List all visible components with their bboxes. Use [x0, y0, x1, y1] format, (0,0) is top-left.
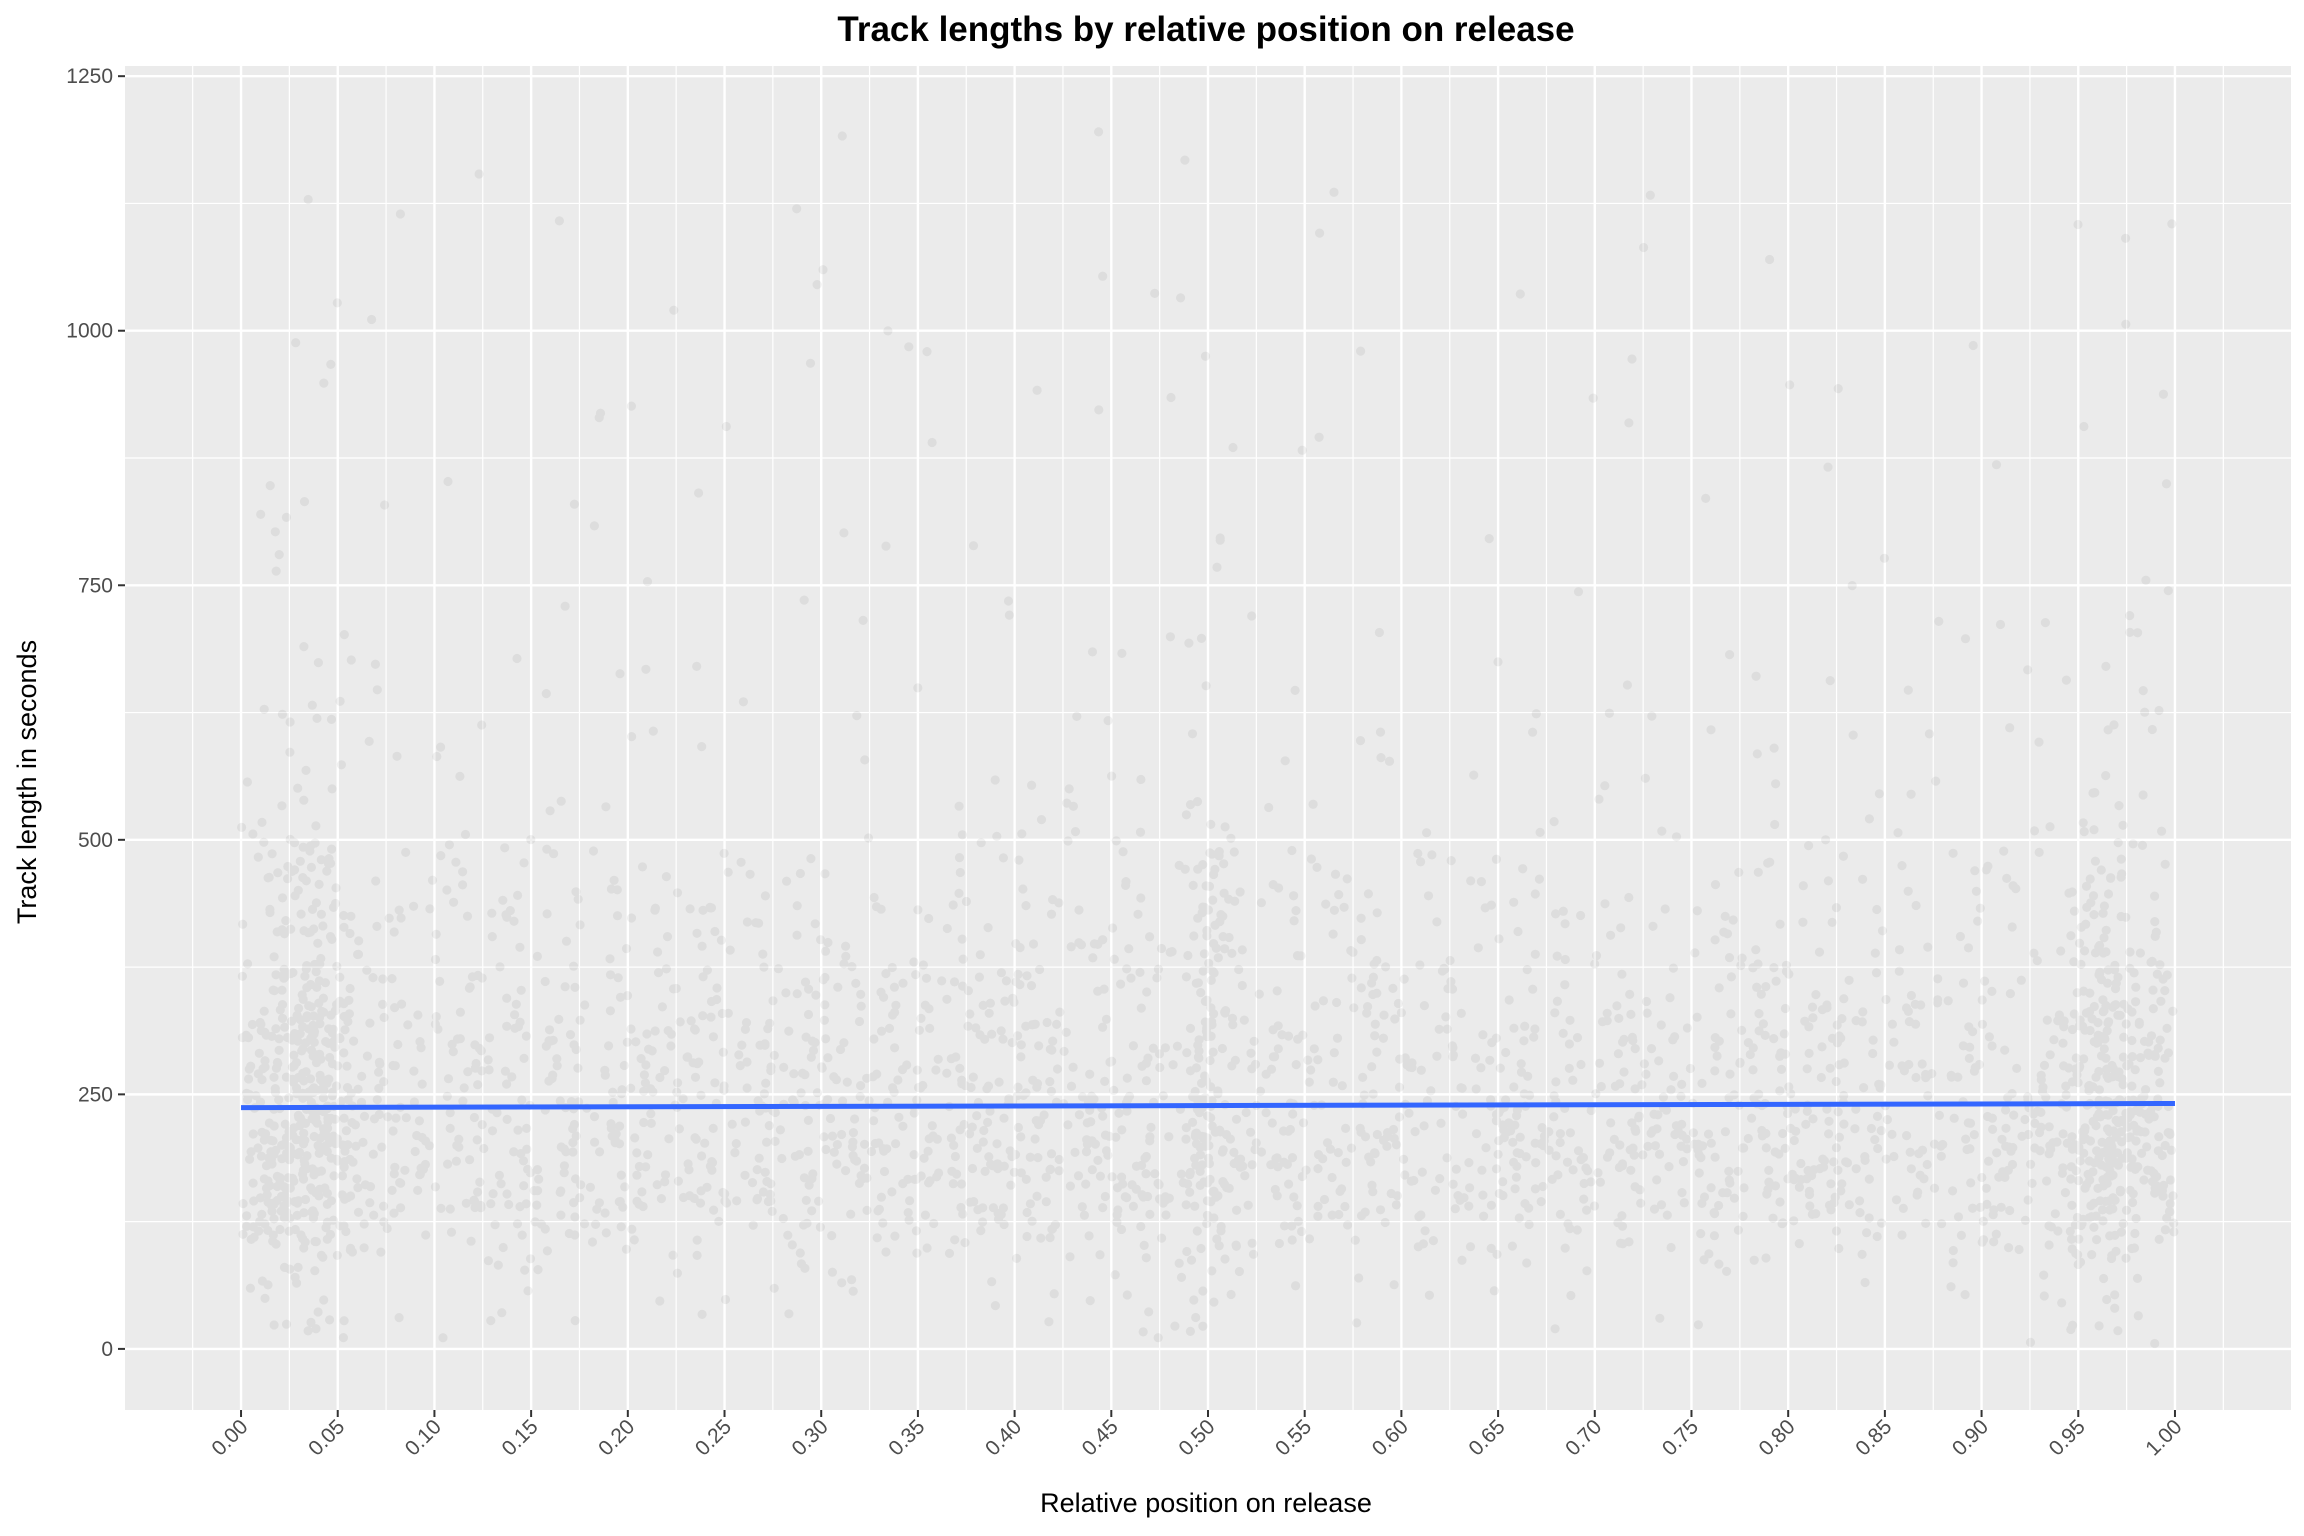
- x-tick-label: 0.75: [1658, 1415, 1703, 1460]
- x-tick-label: 0.90: [1948, 1415, 1993, 1460]
- y-tick-label: 1000: [66, 320, 113, 343]
- minor-gridlines: [125, 66, 2291, 1410]
- x-tick-label: 0.00: [207, 1415, 252, 1460]
- x-tick-label: 0.85: [1851, 1415, 1896, 1460]
- y-axis: 0 250 500 750 1000 1250: [66, 65, 125, 1361]
- y-axis-label: Track length in seconds: [12, 640, 42, 924]
- x-tick-label: 0.40: [981, 1415, 1026, 1460]
- y-tick-label: 1250: [66, 65, 113, 88]
- x-tick-label: 0.95: [2045, 1415, 2090, 1460]
- x-tick-label: 0.30: [788, 1415, 833, 1460]
- x-tick-label: 0.10: [401, 1415, 446, 1460]
- x-axis: 0.00 0.05 0.10 0.15 0.20 0.25 0.30 0.35 0.40 0.45…: [207, 1410, 2187, 1460]
- trend-line-layer: [241, 1101, 2175, 1111]
- y-tick-label: 750: [78, 574, 113, 597]
- y-tick-label: 0: [101, 1338, 113, 1361]
- x-tick-label: 0.35: [884, 1415, 929, 1460]
- x-tick-label: 0.05: [304, 1415, 349, 1460]
- x-tick-label: 0.80: [1755, 1415, 1800, 1460]
- x-tick-label: 0.50: [1174, 1415, 1219, 1460]
- x-tick-label: 0.65: [1464, 1415, 1509, 1460]
- trend-line: [241, 1101, 2175, 1111]
- x-tick-label: 0.25: [691, 1415, 736, 1460]
- x-tick-label: 0.45: [1078, 1415, 1123, 1460]
- x-axis-label: Relative position on release: [1040, 1488, 1372, 1518]
- x-tick-label: 0.15: [497, 1415, 542, 1460]
- y-tick-label: 250: [78, 1083, 113, 1106]
- major-gridlines: [125, 66, 2291, 1410]
- x-tick-label: 0.20: [594, 1415, 639, 1460]
- y-tick-label: 500: [78, 829, 113, 852]
- x-tick-label: 0.60: [1368, 1415, 1413, 1460]
- x-tick-label: 0.70: [1561, 1415, 1606, 1460]
- x-tick-label: 0.55: [1271, 1415, 1316, 1460]
- chart-title: Track lengths by relative position on re…: [837, 10, 1574, 49]
- x-tick-label: 1.00: [2141, 1415, 2186, 1460]
